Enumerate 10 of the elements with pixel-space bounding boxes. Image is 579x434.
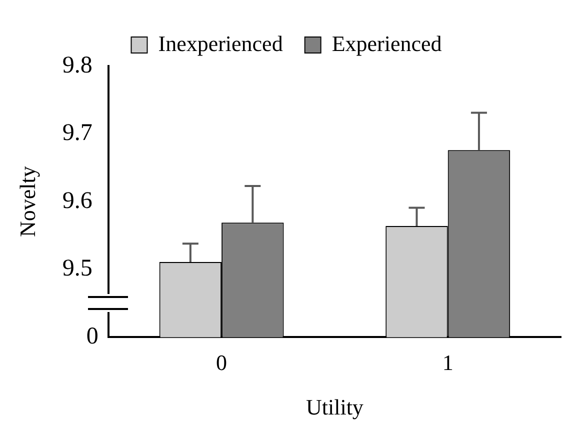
legend-label: Experienced [332, 30, 442, 56]
y-tick-label: 9.7 [62, 120, 92, 146]
y-tick-label: 9.6 [62, 188, 92, 214]
x-axis-title: Utility [306, 394, 364, 420]
y-tick-label: 9.8 [62, 52, 92, 78]
x-tick-label: 1 [442, 350, 454, 376]
legend-label: Inexperienced [158, 30, 283, 56]
y-axis-title: Novelty [14, 166, 40, 238]
text: 0 [86, 323, 98, 350]
y-tick-label: 9.5 [62, 256, 92, 282]
